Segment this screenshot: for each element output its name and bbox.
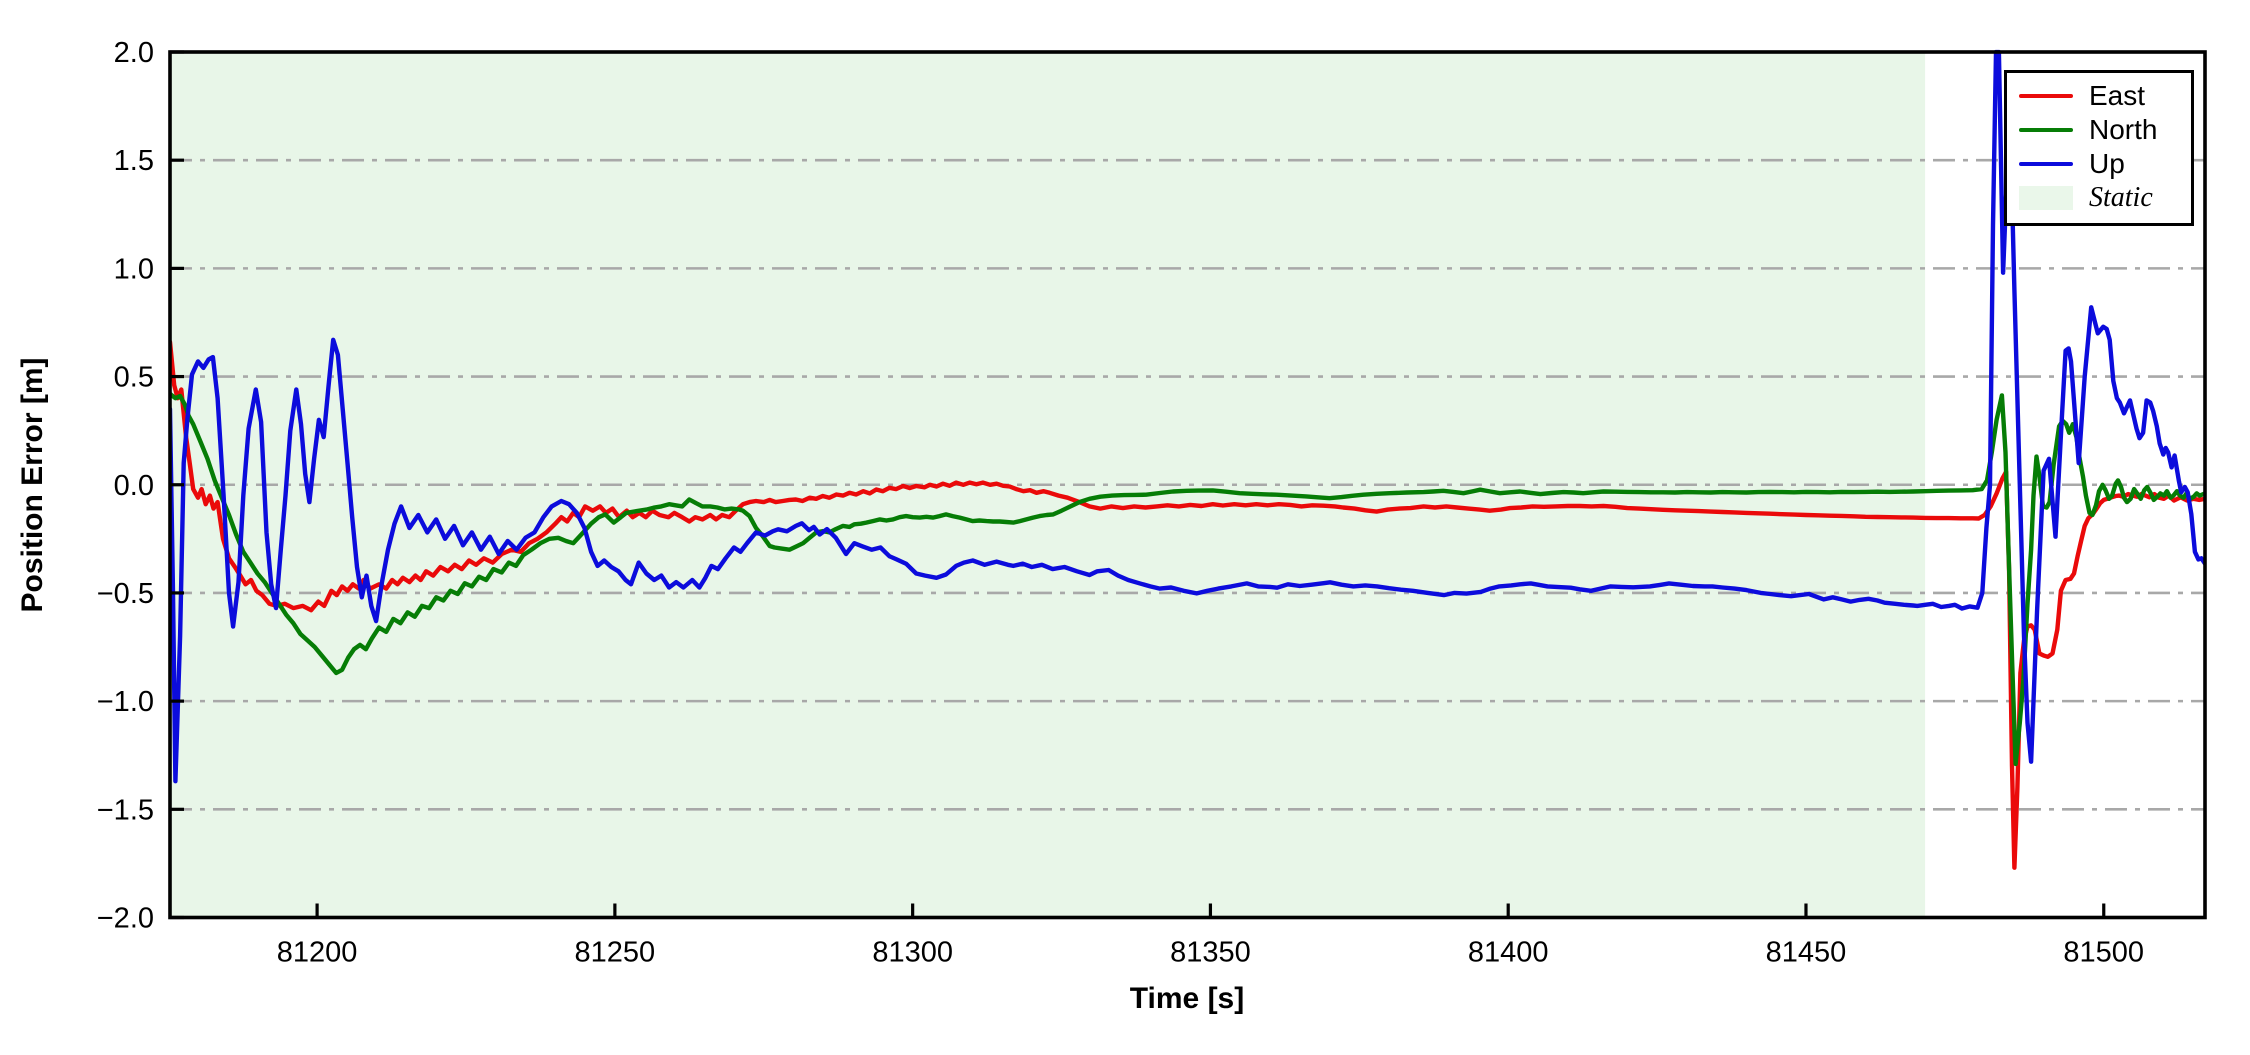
x-tick-label: 81200: [277, 937, 358, 969]
legend-item-north: North: [2019, 113, 2181, 147]
x-tick-label: 81300: [872, 937, 953, 969]
x-tick-label: 81250: [575, 937, 656, 969]
y-tick-label: 0.0: [114, 470, 154, 502]
y-tick-label: 0.5: [114, 362, 154, 394]
y-tick-label: −2.0: [97, 903, 154, 935]
x-tick-label: 81500: [2063, 937, 2144, 969]
y-tick-label: 2.0: [114, 37, 154, 69]
legend-item-static: Static: [2019, 181, 2181, 215]
legend-item-up: Up: [2019, 147, 2181, 181]
y-tick-label: 1.0: [114, 253, 154, 285]
east-line: [170, 339, 2205, 870]
legend: East North Up Static: [2004, 70, 2194, 226]
north-line-swatch-icon: [2019, 127, 2073, 133]
x-tick-label: 81450: [1766, 937, 1847, 969]
legend-label-up: Up: [2089, 148, 2125, 179]
legend-item-east: East: [2019, 79, 2181, 113]
y-tick-label: −1.0: [97, 686, 154, 718]
east-line-swatch-icon: [2019, 93, 2073, 99]
x-tick-label: 81350: [1170, 937, 1251, 969]
static-region-swatch-icon: [2019, 186, 2073, 210]
up-line-swatch-icon: [2019, 161, 2073, 167]
y-tick-label: −0.5: [97, 578, 154, 610]
y-axis-label: Position Error [m]: [16, 357, 49, 612]
x-axis-label: Time [s]: [1130, 982, 1244, 1015]
legend-label-east: East: [2089, 80, 2146, 111]
y-tick-label: 1.5: [114, 145, 154, 177]
y-tick-label: −1.5: [97, 794, 154, 826]
legend-label-north: North: [2089, 114, 2158, 145]
legend-label-static: Static: [2089, 182, 2153, 213]
x-tick-label: 81400: [1468, 937, 1549, 969]
up-line: [170, 49, 2205, 784]
chart-layers: 81200 81250 81300 81350 81400 81450 81500 2.0 1.…: [97, 37, 2207, 969]
